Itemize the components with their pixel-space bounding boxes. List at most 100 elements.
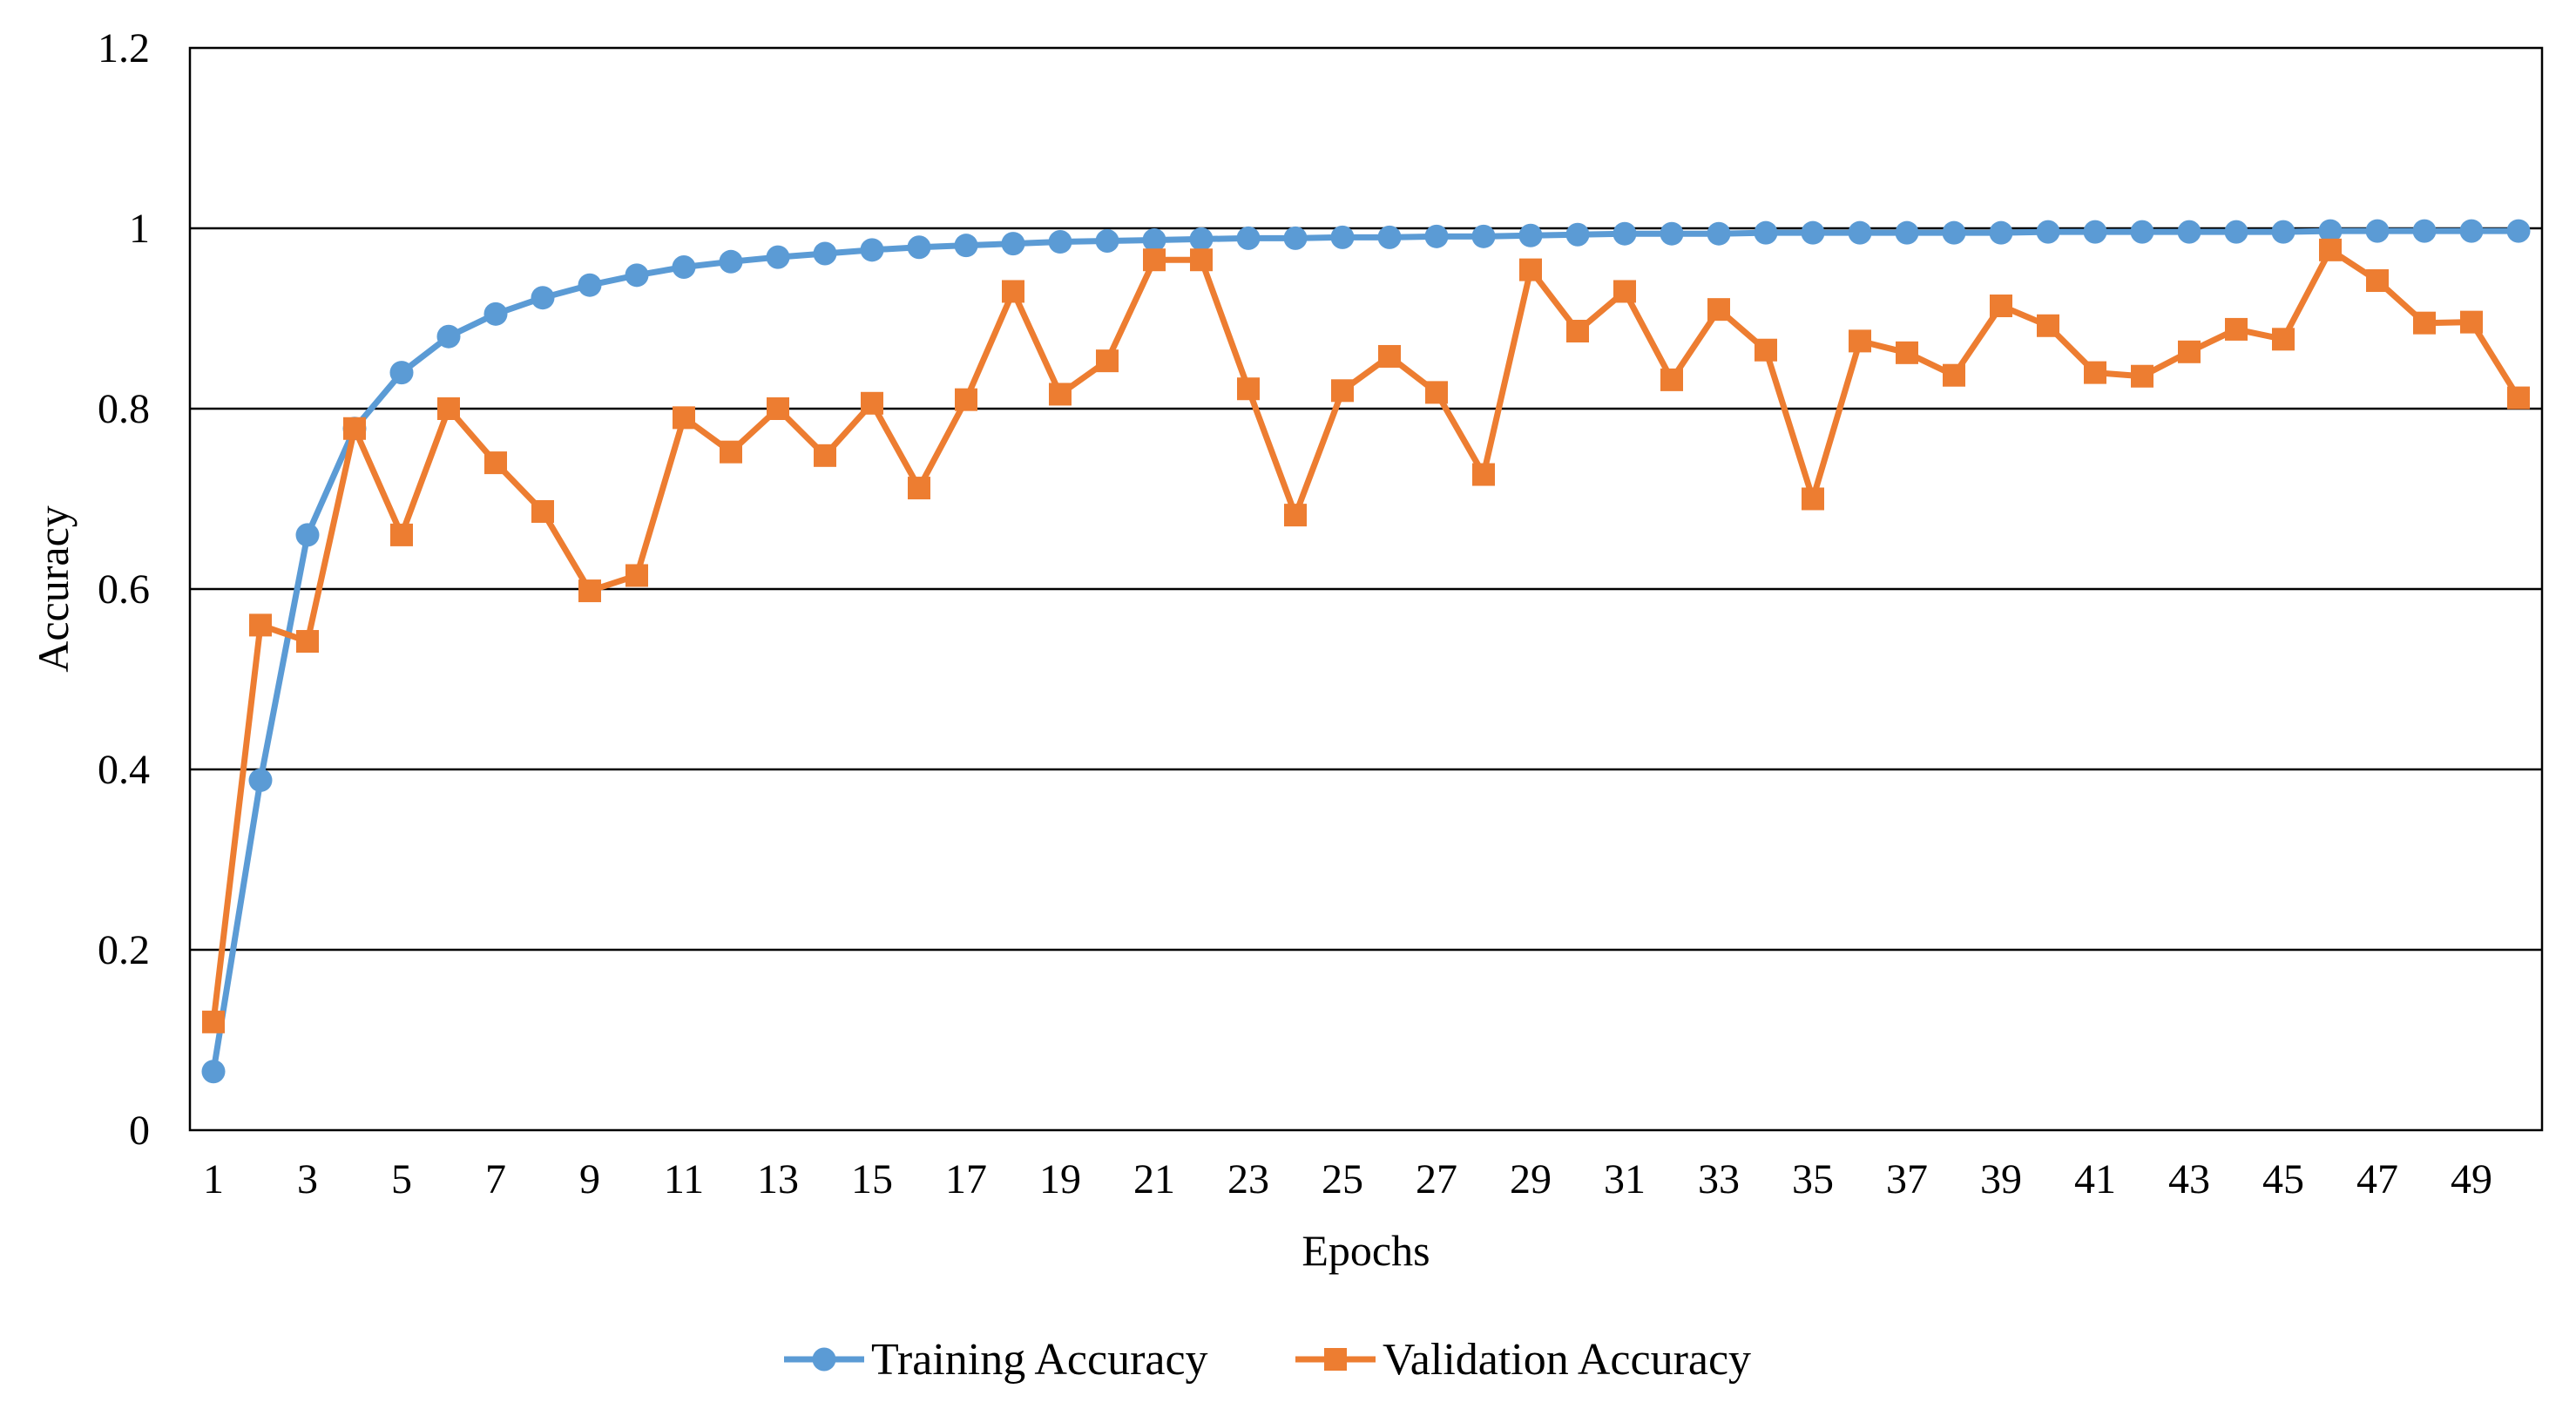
data-point xyxy=(2507,386,2530,410)
data-point xyxy=(1425,381,1448,404)
data-point xyxy=(2319,238,2342,261)
data-point xyxy=(483,301,508,326)
x-tick-label: 1 xyxy=(203,1156,224,1202)
y-tick-label: 1 xyxy=(129,206,150,252)
data-point xyxy=(860,238,884,262)
series-validation-accuracy xyxy=(202,238,2530,1033)
data-point xyxy=(1424,224,1449,248)
x-tick-label: 43 xyxy=(2168,1156,2210,1202)
data-point xyxy=(907,235,931,260)
data-point xyxy=(813,241,837,266)
x-tick-label: 47 xyxy=(2356,1156,2398,1202)
data-point xyxy=(578,579,601,603)
data-point xyxy=(1095,228,1119,253)
x-tick-label: 15 xyxy=(851,1156,893,1202)
data-point xyxy=(1849,329,1871,353)
data-point xyxy=(2366,269,2389,293)
data-point xyxy=(1565,222,1590,247)
data-point xyxy=(531,499,554,523)
data-point xyxy=(2177,220,2201,244)
data-point xyxy=(767,397,789,420)
data-point xyxy=(1237,377,1260,401)
data-point xyxy=(2506,219,2531,243)
data-point xyxy=(1330,225,1355,249)
data-point xyxy=(766,245,790,269)
data-point xyxy=(1471,224,1496,248)
data-point xyxy=(295,523,320,547)
data-point xyxy=(672,255,696,280)
data-point xyxy=(625,263,649,288)
data-point xyxy=(1096,349,1119,373)
data-point xyxy=(1801,220,1825,245)
x-tick-label: 21 xyxy=(1133,1156,1175,1202)
data-point xyxy=(814,444,836,467)
data-point xyxy=(2178,340,2201,363)
x-tick-label: 11 xyxy=(664,1156,704,1202)
data-point xyxy=(1518,223,1543,247)
data-point xyxy=(1001,232,1025,256)
data-point xyxy=(437,397,460,420)
data-point xyxy=(2130,220,2154,244)
series-line xyxy=(210,247,2522,1026)
data-point xyxy=(673,406,695,430)
data-point xyxy=(1848,220,1872,245)
x-tick-label: 35 xyxy=(1792,1156,1834,1202)
x-tick-label: 27 xyxy=(1416,1156,1457,1202)
data-point xyxy=(2412,219,2437,243)
x-tick-label: 3 xyxy=(297,1156,318,1202)
y-axis-ticks: 0 0.2 0.4 0.6 0.8 1 1.2 xyxy=(98,25,150,1154)
legend-item-validation: Validation Accuracy xyxy=(1295,1335,1751,1385)
data-point xyxy=(1660,221,1684,246)
data-point xyxy=(1942,220,1966,245)
series-layer xyxy=(201,219,2531,1084)
x-tick-label: 49 xyxy=(2451,1156,2492,1202)
data-point xyxy=(1755,338,1777,362)
data-point xyxy=(578,273,602,297)
data-point xyxy=(2459,219,2484,243)
data-point xyxy=(1613,221,1637,246)
data-point xyxy=(2131,364,2153,388)
data-point xyxy=(1566,319,1589,342)
y-tick-label: 0 xyxy=(129,1108,150,1154)
data-point xyxy=(1895,220,1919,245)
data-point xyxy=(2037,314,2059,337)
data-point xyxy=(389,361,414,385)
data-point xyxy=(1002,280,1024,303)
data-point xyxy=(1378,344,1401,368)
legend-marker xyxy=(1324,1348,1347,1371)
x-tick-label: 31 xyxy=(1604,1156,1646,1202)
plot-area-border xyxy=(188,46,2544,1132)
data-point xyxy=(1189,227,1214,251)
x-tick-label: 17 xyxy=(945,1156,987,1202)
data-point xyxy=(1613,280,1636,303)
data-point xyxy=(719,249,743,274)
y-tick-label: 1.2 xyxy=(98,25,150,71)
data-point xyxy=(201,1060,226,1084)
legend-label: Validation Accuracy xyxy=(1383,1335,1751,1385)
data-point xyxy=(1660,368,1683,391)
x-tick-label: 45 xyxy=(2262,1156,2304,1202)
legend-label: Training Accuracy xyxy=(871,1335,1208,1385)
data-point xyxy=(248,768,273,792)
data-point xyxy=(1236,226,1261,250)
x-tick-label: 9 xyxy=(579,1156,600,1202)
x-tick-label: 41 xyxy=(2074,1156,2116,1202)
data-point xyxy=(249,613,272,637)
x-tick-label: 25 xyxy=(1322,1156,1363,1202)
data-point xyxy=(2413,311,2436,335)
legend: Training Accuracy Validation Accuracy xyxy=(784,1335,1751,1385)
data-point xyxy=(1943,363,1965,387)
data-point xyxy=(1283,226,1308,250)
data-point xyxy=(531,286,555,310)
data-point xyxy=(1190,248,1213,272)
data-point xyxy=(2460,310,2483,334)
y-tick-label: 0.2 xyxy=(98,927,150,973)
data-point xyxy=(955,388,977,411)
x-tick-label: 19 xyxy=(1039,1156,1081,1202)
data-point xyxy=(2271,220,2295,244)
data-point xyxy=(1331,379,1354,403)
data-point xyxy=(861,391,883,415)
data-point xyxy=(1896,341,1918,364)
data-point xyxy=(2365,219,2390,243)
x-axis-title: Epochs xyxy=(1302,1226,1430,1275)
